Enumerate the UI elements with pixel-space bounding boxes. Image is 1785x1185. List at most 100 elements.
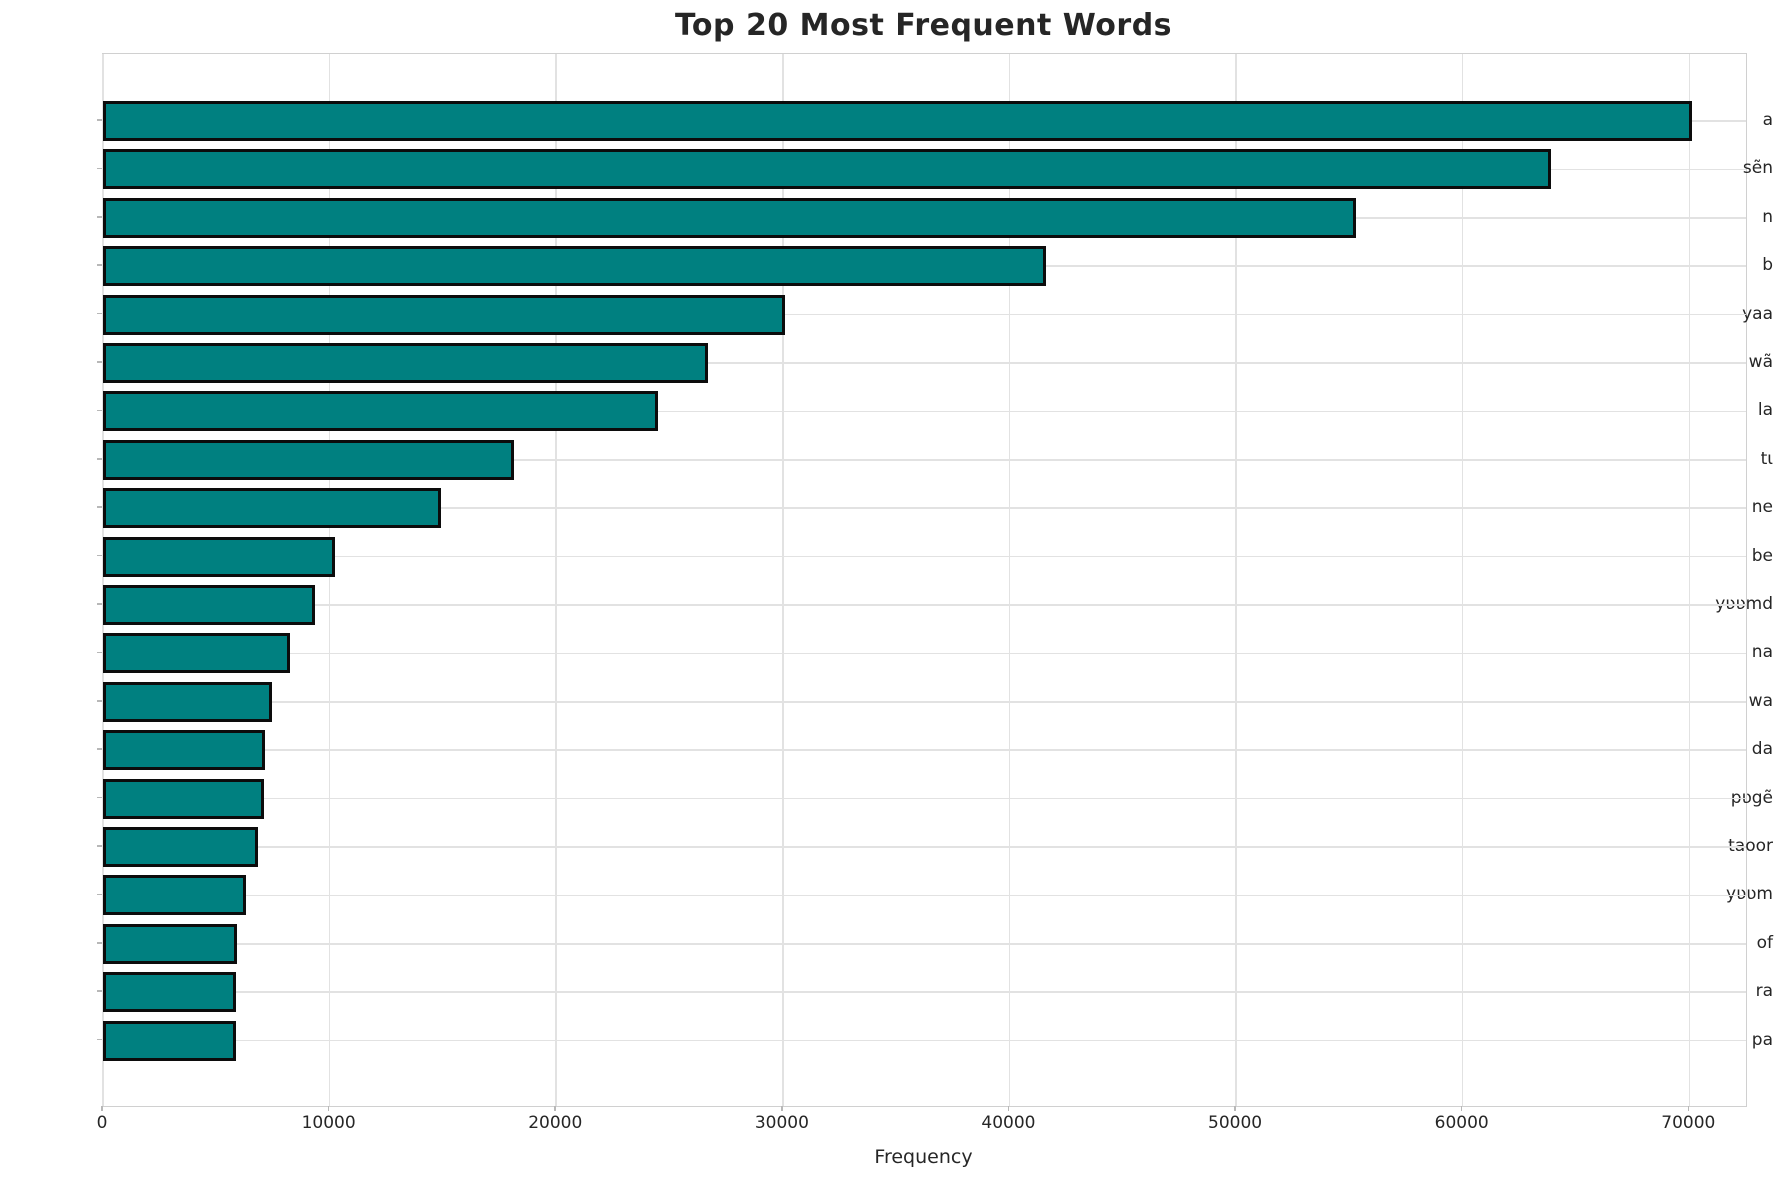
chart-title: Top 20 Most Frequent Words: [674, 8, 1173, 43]
y-gridline: [103, 507, 1746, 509]
y-tick-label: na: [1751, 642, 1773, 663]
bar-yaa: [103, 294, 786, 335]
y-tick-mark: [97, 506, 102, 508]
y-tick-label: n: [1762, 206, 1773, 227]
y-gridline: [103, 991, 1746, 993]
y-tick-mark: [97, 458, 102, 460]
x-axis-label: Frequency: [874, 1146, 973, 1168]
y-tick-mark: [97, 216, 102, 218]
y-tick-mark: [97, 748, 102, 750]
y-gridline: [103, 362, 1746, 364]
x-gridline: [1008, 54, 1011, 1106]
y-tick-label: sẽn: [1742, 158, 1773, 179]
y-tick-mark: [97, 409, 102, 412]
y-gridline: [103, 313, 1746, 316]
y-tick-label: tɩ: [1760, 448, 1773, 469]
x-tick-mark: [1007, 1106, 1010, 1111]
plot-area: [102, 53, 1747, 1107]
x-gridline: [555, 54, 557, 1106]
x-tick-label: 50000: [1208, 1113, 1263, 1133]
bar-be: [103, 536, 336, 577]
y-tick-label: b: [1762, 255, 1773, 276]
y-tick-mark: [97, 845, 102, 847]
x-gridline: [102, 54, 104, 1106]
bar-pa: [103, 1020, 236, 1061]
bar-pʋgẽ: [103, 778, 264, 819]
x-tick-label: 60000: [1434, 1113, 1489, 1133]
bar-ra: [103, 972, 236, 1013]
bar-tɩ: [103, 439, 515, 480]
y-tick-label: of: [1756, 932, 1773, 953]
y-tick-mark: [97, 942, 102, 944]
y-gridline: [103, 701, 1746, 703]
y-tick-label: ne: [1751, 497, 1773, 518]
y-gridline: [103, 555, 1746, 558]
x-tick-label: 10000: [301, 1113, 356, 1133]
y-gridline: [103, 797, 1746, 800]
y-tick-mark: [97, 1038, 102, 1041]
y-tick-mark: [97, 361, 102, 363]
x-tick-mark: [1687, 1106, 1690, 1111]
y-gridline: [103, 1039, 1746, 1042]
bar-wã: [103, 343, 709, 383]
bar-yʋʋmd: [103, 585, 315, 625]
y-tick-mark: [97, 264, 102, 266]
y-tick-mark: [97, 554, 102, 557]
bar-wa: [103, 681, 272, 722]
y-tick-label: ra: [1755, 981, 1773, 1002]
x-gridline: [1235, 54, 1237, 1106]
y-tick-label: pa: [1751, 1029, 1773, 1050]
bar-of: [103, 923, 237, 964]
bar-na: [103, 633, 290, 674]
y-gridline: [103, 652, 1746, 655]
x-gridline: [1461, 54, 1464, 1106]
x-gridline: [328, 54, 331, 1106]
y-gridline: [103, 604, 1746, 606]
y-tick-mark: [97, 893, 102, 896]
x-gridline: [782, 54, 784, 1106]
bar-yʋʋm: [103, 875, 247, 916]
y-tick-mark: [97, 651, 102, 654]
y-tick-label: la: [1757, 400, 1773, 421]
x-tick-mark: [1234, 1106, 1236, 1111]
y-tick-label: yʋʋm: [1726, 884, 1773, 905]
y-gridline: [103, 894, 1746, 897]
y-tick-label: da: [1751, 739, 1773, 760]
bar-taoor: [103, 827, 259, 867]
y-tick-label: wã: [1748, 352, 1773, 372]
bar-da: [103, 730, 266, 771]
x-tick-label: 20000: [528, 1113, 583, 1133]
y-gridline: [103, 846, 1746, 848]
x-tick-mark: [554, 1106, 556, 1111]
y-tick-mark: [97, 119, 102, 121]
bar-la: [103, 391, 659, 432]
y-tick-label: be: [1751, 545, 1773, 566]
bar-sẽn: [103, 149, 1552, 190]
y-tick-label: a: [1762, 110, 1773, 130]
y-gridline: [103, 943, 1746, 945]
x-tick-label: 30000: [754, 1113, 809, 1133]
bar-ne: [103, 488, 441, 529]
x-gridline: [1688, 54, 1691, 1106]
bar-b: [103, 246, 1046, 287]
y-gridline: [103, 410, 1746, 413]
bar-n: [103, 197, 1357, 238]
y-tick-label: yʋʋmd: [1715, 594, 1773, 614]
y-tick-label: pʋgẽ: [1730, 787, 1773, 808]
x-tick-mark: [327, 1106, 330, 1111]
y-tick-mark: [97, 167, 102, 170]
y-gridline: [103, 459, 1746, 461]
x-tick-mark: [781, 1106, 783, 1111]
y-tick-label: wa: [1748, 690, 1773, 711]
bar-a: [103, 101, 1692, 141]
x-tick-label: 70000: [1661, 1113, 1716, 1133]
x-tick-mark: [101, 1106, 103, 1111]
y-tick-mark: [97, 700, 102, 702]
y-tick-mark: [97, 312, 102, 315]
y-tick-mark: [97, 796, 102, 799]
y-tick-label: taoor: [1728, 836, 1773, 856]
x-tick-label: 40000: [981, 1113, 1036, 1133]
x-tick-mark: [1460, 1106, 1463, 1111]
y-gridline: [103, 749, 1746, 751]
